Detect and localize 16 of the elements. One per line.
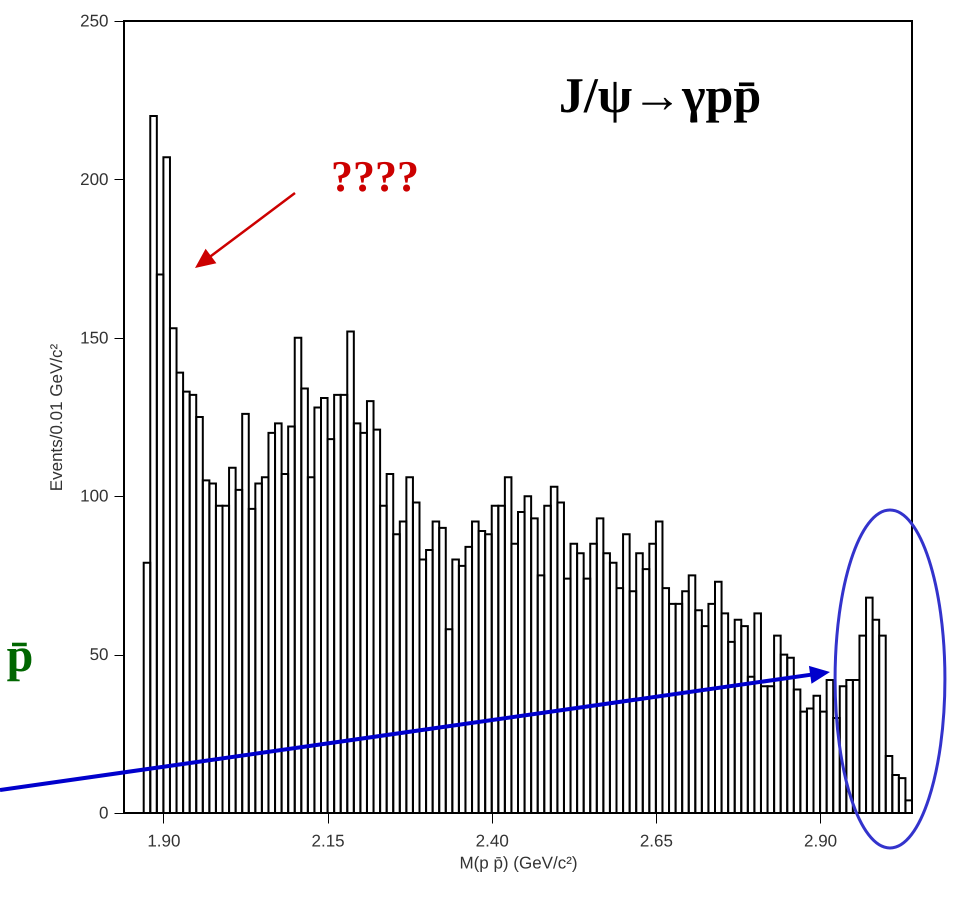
x-tick-label: 1.90 — [147, 832, 180, 850]
text: J/ψ→γpp̄ — [558, 67, 762, 123]
x-tick-label: 2.40 — [476, 832, 509, 850]
y-tick-label: 200 — [80, 170, 108, 189]
x-tick-label: 2.90 — [804, 832, 838, 850]
y-tick-label: 100 — [80, 486, 108, 506]
x-tick-label: 2.15 — [312, 832, 345, 850]
y-axis-title: Events/0.01 GeV/c² — [47, 343, 66, 492]
y-tick-label: 250 — [80, 12, 108, 30]
y-tick-label: 0 — [99, 804, 108, 822]
text: p̄ — [6, 629, 34, 682]
y-tick-label: 50 — [90, 645, 108, 664]
y-tick-label: 150 — [80, 328, 108, 348]
x-axis-title: M(p p̄) (GeV/c²) — [459, 854, 578, 872]
annotation: ???? — [331, 152, 419, 201]
x-tick-label: 2.65 — [640, 832, 673, 850]
